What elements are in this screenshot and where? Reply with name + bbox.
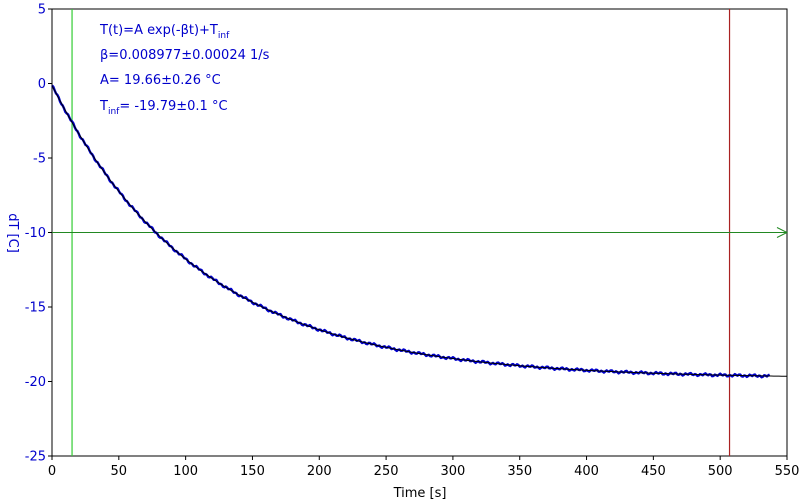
x-tick-label: 350: [507, 464, 532, 479]
y-tick-label: -10: [25, 226, 46, 241]
y-tick-label: -20: [25, 375, 46, 390]
fit-annotation: T(t)=A exp(-βt)+Tinf β=0.008977±0.00024 …: [99, 23, 270, 117]
fit-curve-series: [51, 85, 788, 377]
annotation-beta: β=0.008977±0.00024 1/s: [100, 48, 270, 63]
markers: [52, 9, 789, 456]
y-tick-label: 0: [38, 77, 46, 92]
y-axis: 5 0 -5 -10 -15 -20 -25: [25, 3, 52, 465]
x-axis-title: Time [s]: [393, 486, 447, 501]
x-tick-label: 100: [173, 464, 198, 479]
y-tick-label: -25: [25, 450, 46, 465]
x-tick-label: 200: [307, 464, 332, 479]
annotation-amplitude: A= 19.66±0.26 °C: [100, 73, 221, 88]
x-axis: 0 50 100 150 200 250 300 350 400 450 500 550: [48, 456, 800, 479]
y-axis-title: dT [C]: [5, 213, 20, 253]
x-tick-label: 0: [48, 464, 56, 479]
x-tick-label: 500: [708, 464, 733, 479]
x-tick-label: 250: [374, 464, 399, 479]
annotation-formula: T(t)=A exp(-βt)+Tinf: [99, 23, 230, 41]
x-tick-label: 550: [775, 464, 800, 479]
y-tick-label: -15: [25, 301, 46, 316]
x-tick-label: 50: [111, 464, 128, 479]
x-tick-label: 400: [574, 464, 599, 479]
y-tick-label: 5: [38, 3, 46, 18]
x-tick-label: 450: [641, 464, 666, 479]
x-tick-label: 300: [440, 464, 465, 479]
x-tick-label: 150: [240, 464, 265, 479]
annotation-tinf: Tinf= -19.79±0.1 °C: [99, 99, 228, 117]
arrow-icon: [776, 227, 789, 238]
y-tick-label: -5: [33, 152, 46, 167]
